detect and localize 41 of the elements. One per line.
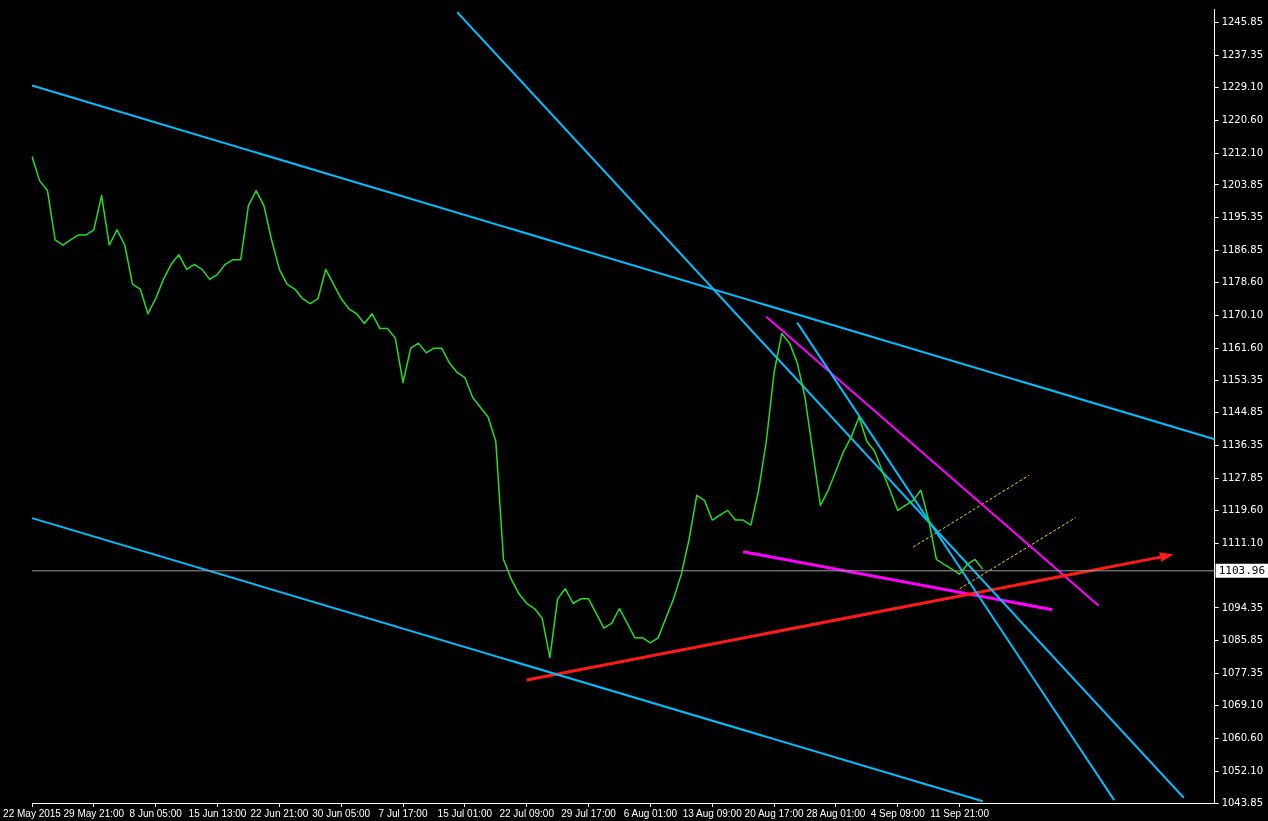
x-tick-label: 22 Jun 21:00 bbox=[250, 807, 309, 819]
y-tick-label: 1085.85 bbox=[1221, 634, 1264, 646]
y-tick-label: 1136.35 bbox=[1221, 439, 1264, 451]
x-tick-label: 15 Jun 13:00 bbox=[188, 807, 247, 819]
x-tick-label: 22 May 2015 bbox=[3, 807, 62, 819]
x-tick-label: 29 May 21:00 bbox=[63, 807, 125, 819]
y-tick-label: 1237.35 bbox=[1221, 49, 1264, 61]
y-tick-label: 1229.10 bbox=[1221, 81, 1264, 93]
x-tick-label: 22 Jul 09:00 bbox=[499, 807, 555, 819]
y-tick-label: 1119.60 bbox=[1221, 503, 1264, 515]
y-tick-label: 1220.60 bbox=[1221, 113, 1264, 125]
y-tick-label: 1069.10 bbox=[1221, 699, 1264, 711]
y-tick-label: 1052.10 bbox=[1221, 764, 1264, 776]
x-tick-label: 8 Jun 05:00 bbox=[129, 807, 183, 819]
ref-line-label: 1103.96 bbox=[1218, 563, 1266, 577]
y-tick-label: 1212.10 bbox=[1221, 146, 1264, 158]
y-tick-label: 1203.85 bbox=[1221, 178, 1264, 190]
y-tick-label: 1060.60 bbox=[1221, 731, 1264, 743]
x-tick-label: 6 Aug 01:00 bbox=[623, 807, 678, 819]
x-tick-label: 29 Jul 17:00 bbox=[561, 807, 617, 819]
y-tick-label: 1144.85 bbox=[1221, 406, 1264, 418]
x-tick-label: 30 Jun 05:00 bbox=[312, 807, 371, 819]
x-tick-label: 15 Jul 01:00 bbox=[437, 807, 493, 819]
x-tick-label: 28 Aug 01:00 bbox=[806, 807, 866, 819]
y-tick-label: 1170.10 bbox=[1221, 308, 1264, 320]
y-tick-label: 1195.35 bbox=[1221, 211, 1264, 223]
y-tick-label: 1178.60 bbox=[1221, 276, 1264, 288]
y-tick-label: 1094.35 bbox=[1221, 601, 1264, 613]
y-tick-label: 1043.85 bbox=[1221, 796, 1264, 808]
y-tick-label: 1153.35 bbox=[1221, 373, 1264, 385]
x-tick-label: 11 Sep 21:00 bbox=[930, 807, 990, 819]
y-tick-label: 1186.85 bbox=[1221, 244, 1264, 256]
y-tick-label: 1161.60 bbox=[1221, 341, 1264, 353]
y-tick-label: 1245.85 bbox=[1221, 16, 1264, 28]
y-tick-label: 1077.35 bbox=[1221, 667, 1264, 679]
x-tick-label: 20 Aug 17:00 bbox=[744, 807, 804, 819]
x-tick-label: 4 Sep 09:00 bbox=[870, 807, 926, 819]
x-tick-label: 13 Aug 09:00 bbox=[682, 807, 743, 819]
x-tick-label: 7 Jul 17:00 bbox=[378, 807, 428, 819]
y-tick-label: 1127.85 bbox=[1221, 472, 1264, 484]
y-tick-label: 1111.10 bbox=[1221, 536, 1264, 548]
